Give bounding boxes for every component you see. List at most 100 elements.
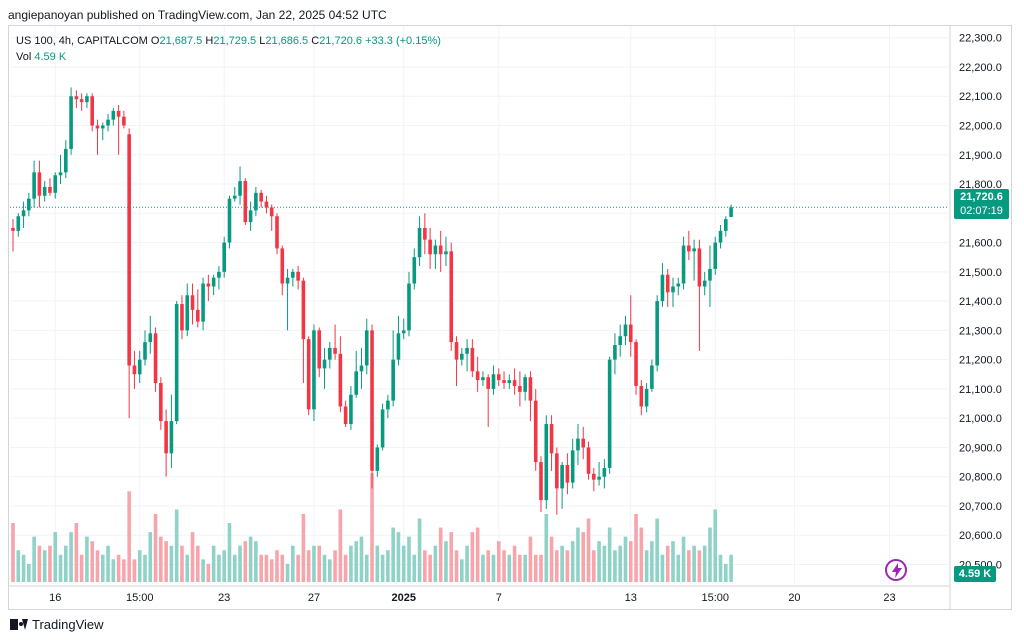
volume-bar (227, 523, 232, 582)
volume-bar (259, 554, 263, 582)
price-tick-label: 21,100.0 (959, 384, 1002, 396)
candle-body (607, 359, 612, 468)
volume-bar (222, 550, 226, 582)
candle-body (148, 333, 153, 343)
volume-bar (702, 545, 707, 582)
candle-body (127, 134, 131, 366)
candle-body (433, 245, 438, 255)
candle-body (460, 353, 464, 360)
price-tick-label: 22,200.0 (959, 62, 1002, 74)
legend-volume-row: Vol 4.59 K (16, 50, 441, 65)
legend-high-label: H (205, 35, 214, 47)
candle-body (407, 283, 411, 331)
volume-bar (275, 550, 279, 582)
volume-bar (433, 545, 438, 582)
volume-bar (122, 559, 126, 582)
volume-bar (713, 509, 718, 582)
candle-body (549, 424, 554, 454)
candle-body (523, 377, 527, 392)
time-tick-label: 2025 (391, 592, 415, 604)
candle-body (454, 342, 459, 360)
volume-bar (581, 532, 586, 582)
volume-bar (386, 550, 390, 582)
volume-bar (269, 559, 274, 582)
candle-body (243, 181, 248, 223)
volume-bar (74, 523, 79, 582)
candle-body (697, 248, 702, 287)
candle-body (702, 280, 707, 287)
price-tick-label: 21,600.0 (959, 238, 1002, 250)
volume-bar (190, 532, 195, 582)
volume-bar (159, 536, 163, 582)
volume-bar (391, 527, 395, 582)
candle-body (349, 394, 353, 425)
volume-bar (423, 550, 427, 582)
volume-bar (565, 550, 570, 582)
volume-bar (349, 545, 353, 582)
tradingview-logo[interactable]: TradingView (10, 617, 104, 632)
volume-bar (296, 554, 300, 582)
price-tick-label: 22,000.0 (959, 121, 1002, 133)
volume-bar (444, 541, 448, 582)
candle-body (90, 96, 94, 126)
time-tick-label: 15:00 (126, 592, 154, 604)
candle-body (180, 304, 184, 331)
volume-bar (592, 550, 596, 582)
lightning-icon[interactable] (885, 559, 907, 581)
candle-body (401, 330, 406, 334)
volume-bar (196, 545, 200, 582)
volume-bar (85, 536, 89, 582)
tradingview-logo-icon (10, 619, 28, 630)
candle-body (528, 377, 533, 401)
volume-bar (470, 532, 475, 582)
volume-bar (655, 518, 659, 582)
volume-bar (544, 513, 549, 582)
candle-body (665, 274, 670, 293)
candle-body (512, 380, 517, 386)
candle-body (586, 447, 591, 474)
volume-bar (322, 554, 327, 582)
volume-bar (53, 532, 58, 582)
volume-bar (174, 509, 179, 582)
candle-body (391, 359, 395, 401)
candle-body (280, 248, 285, 284)
candle-body (32, 172, 36, 199)
volume-bar (317, 545, 322, 582)
volume-bar (570, 541, 575, 582)
volume-bar (16, 550, 21, 582)
candle-body (597, 476, 601, 480)
candle-body (343, 406, 348, 425)
volume-bar (465, 545, 469, 582)
price-tick-label: 21,800.0 (959, 179, 1002, 191)
candle-body (565, 465, 570, 483)
volume-bar (660, 554, 665, 582)
candle-body (481, 377, 485, 381)
candle-body (285, 277, 290, 284)
candle-body (634, 342, 638, 386)
volume-bar (507, 554, 512, 582)
volume-bar (650, 541, 654, 582)
volume-bar (69, 532, 73, 582)
time-tick-label: 23 (218, 592, 230, 604)
volume-bar (280, 554, 285, 582)
volume-bar (127, 491, 131, 582)
volume-bars (11, 473, 733, 582)
candle-body (169, 421, 174, 454)
volume-bar (449, 532, 454, 582)
volume-bar (475, 527, 480, 582)
candle-body (64, 148, 68, 173)
volume-bar (64, 545, 68, 582)
legend-symbol: US 100, 4h, CAPITALCOM (16, 35, 148, 47)
candle-body (533, 400, 538, 463)
candle-body (238, 181, 242, 196)
candle-body (317, 330, 322, 369)
candle-body (375, 447, 380, 471)
candle-body (560, 465, 564, 489)
volume-bar (48, 545, 52, 582)
candle-body (232, 195, 237, 199)
price-tick-label: 21,500.0 (959, 267, 1002, 279)
grid-lines (10, 26, 948, 585)
volume-bar (95, 550, 100, 582)
volume-bar (354, 541, 358, 582)
